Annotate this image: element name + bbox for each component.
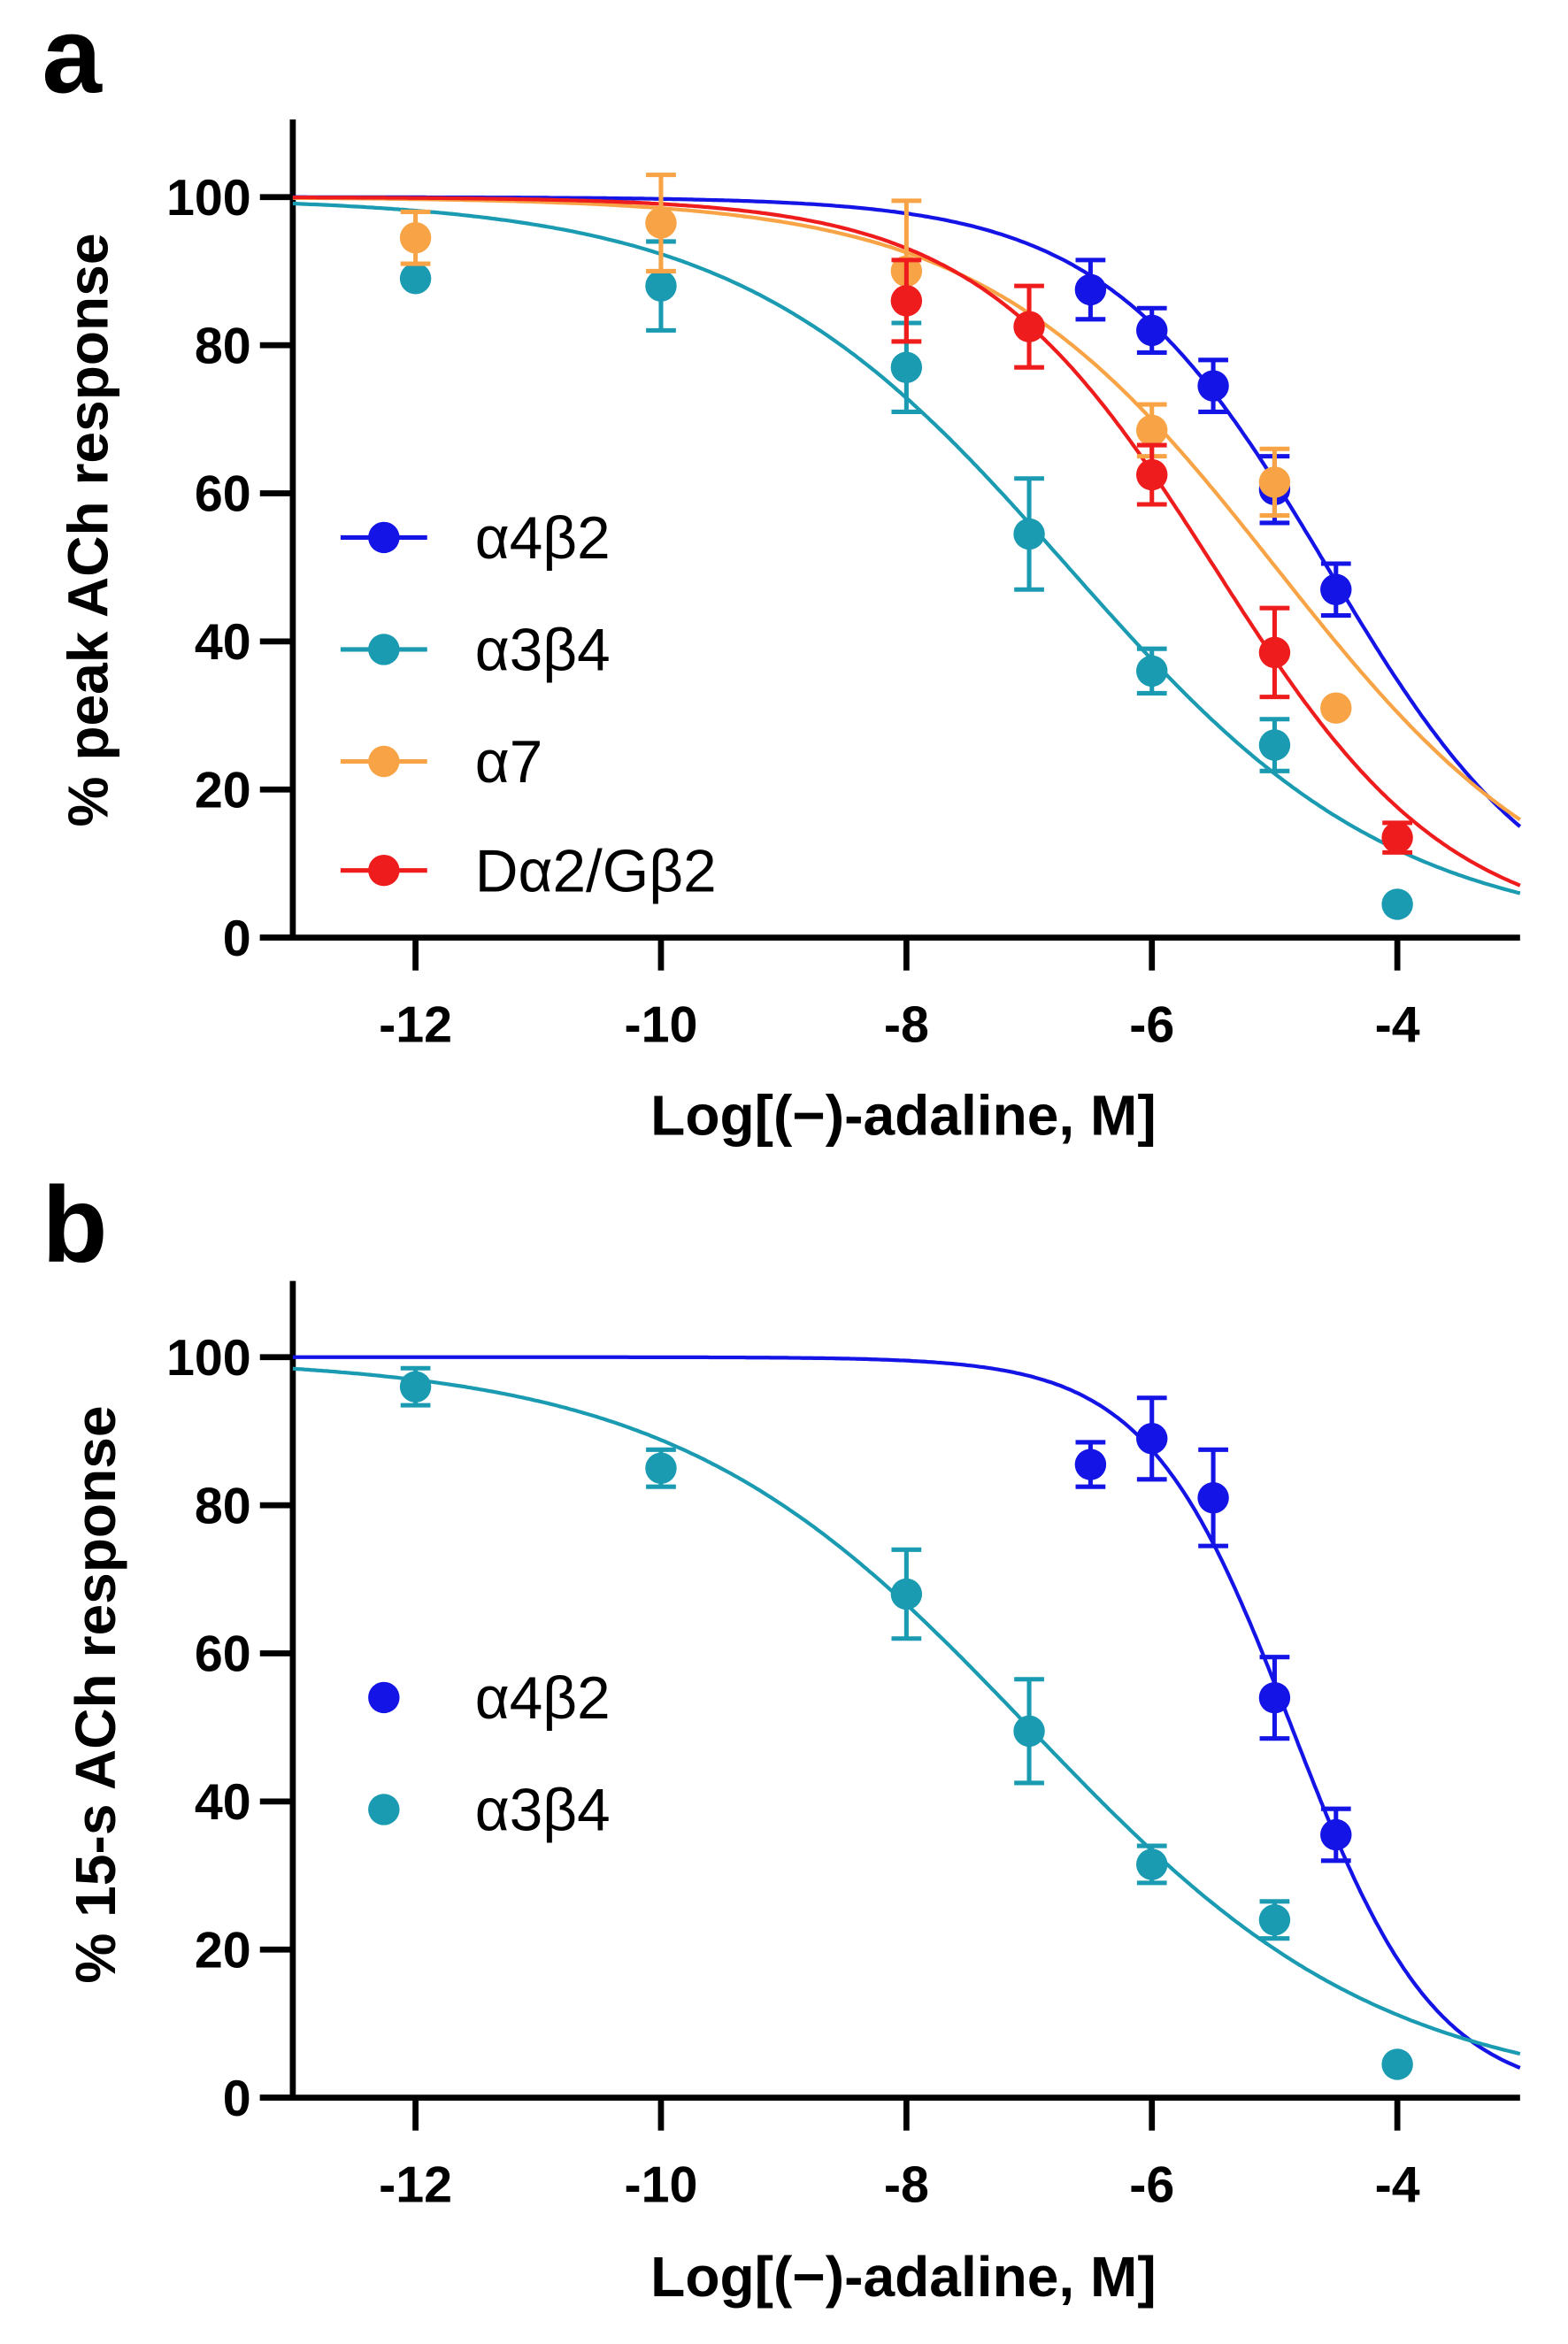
x-tick-label: -4 <box>1375 997 1420 1054</box>
legend-marker <box>368 521 400 554</box>
legend-label: Dα2/Gβ2 <box>475 838 717 904</box>
x-tick-label: -8 <box>884 2157 929 2214</box>
data-point <box>1013 1715 1045 1748</box>
data-point <box>399 1371 432 1403</box>
x-tick-label: -12 <box>379 2157 452 2214</box>
data-point <box>1320 692 1352 724</box>
legend-marker <box>368 1681 400 1714</box>
legend-marker <box>368 745 400 778</box>
data-point <box>1258 1681 1291 1714</box>
x-tick-label: -12 <box>379 997 452 1054</box>
data-point <box>645 270 677 302</box>
data-point <box>1381 2048 1413 2080</box>
data-point <box>1013 311 1045 342</box>
data-point <box>1381 888 1413 920</box>
legend-label: α7 <box>475 729 543 795</box>
data-point <box>1197 1482 1229 1514</box>
legend-marker <box>368 634 400 665</box>
legend-label: α4β2 <box>475 1665 611 1732</box>
legend-label: α4β2 <box>475 505 611 572</box>
y-tick-label: 0 <box>223 911 251 967</box>
panel-a: a 0 20 40 60 80 100 -12 -10 -8 -6 -4 Log[(−)-adaline… <box>42 0 1522 1147</box>
x-tick-label: -10 <box>625 997 698 1054</box>
data-point <box>1074 1449 1107 1480</box>
y-tick-label: 0 <box>223 2071 251 2127</box>
x-tick-label: -6 <box>1129 2157 1174 2214</box>
data-point <box>1136 655 1168 688</box>
data-point <box>1258 1904 1291 1936</box>
x-tick-label: -8 <box>884 997 929 1054</box>
y-tick-label: 100 <box>166 1330 251 1387</box>
y-tick-label: 60 <box>195 466 251 523</box>
series-3 <box>890 257 1413 855</box>
y-tick-label: 20 <box>195 762 251 818</box>
data-point <box>1136 458 1168 491</box>
panel-b: b 0 20 40 60 80 100 -12 -10 -8 -6 -4 Log[(−)-adaline… <box>42 1164 1521 2309</box>
data-point <box>645 1452 677 1484</box>
data-point <box>1320 573 1352 605</box>
y-tick-label: 20 <box>195 1922 251 1979</box>
data-point <box>890 285 923 317</box>
x-tick-label: -6 <box>1129 997 1174 1054</box>
y-axis-label: % 15-s ACh response <box>64 1405 127 1983</box>
legend-label: α3β4 <box>475 1778 611 1844</box>
data-point <box>1258 636 1291 669</box>
y-tick-label: 80 <box>195 318 251 374</box>
y-tick-label: 100 <box>166 170 251 227</box>
legend-marker <box>368 1794 400 1825</box>
series-1 <box>399 1365 1413 2080</box>
data-point <box>645 207 677 239</box>
x-tick-label: -10 <box>625 2157 698 2214</box>
data-point <box>1136 414 1168 447</box>
y-tick-label: 40 <box>195 1774 251 1831</box>
series-0 <box>1074 257 1352 619</box>
data-point <box>1197 370 1229 402</box>
panel-label: b <box>42 1164 107 1285</box>
data-point <box>890 351 923 383</box>
x-axis-label: Log[(−)-adaline, M] <box>650 1083 1157 1147</box>
legend-marker <box>368 854 400 887</box>
x-axis-label: Log[(−)-adaline, M] <box>650 2245 1157 2309</box>
series-0 <box>1074 1395 1352 1864</box>
y-tick-label: 40 <box>195 614 251 671</box>
data-point <box>1013 518 1045 550</box>
data-point <box>1381 821 1413 854</box>
data-point <box>890 1578 923 1610</box>
data-point <box>1258 729 1291 761</box>
data-point <box>399 222 432 254</box>
data-point <box>1258 466 1291 498</box>
panel-label: a <box>42 0 103 116</box>
data-point <box>1074 273 1107 306</box>
legend-label: α3β4 <box>475 618 611 684</box>
data-point <box>1320 1818 1352 1851</box>
data-point <box>1136 1423 1168 1455</box>
fit-curve-0 <box>292 1355 1521 2070</box>
y-axis-label: % peak ACh response <box>57 233 120 826</box>
y-tick-label: 80 <box>195 1478 251 1534</box>
x-tick-label: -4 <box>1375 2157 1420 2214</box>
y-tick-label: 60 <box>195 1626 251 1683</box>
data-point <box>1136 314 1168 347</box>
data-point <box>399 263 432 295</box>
data-point <box>1136 1848 1168 1880</box>
